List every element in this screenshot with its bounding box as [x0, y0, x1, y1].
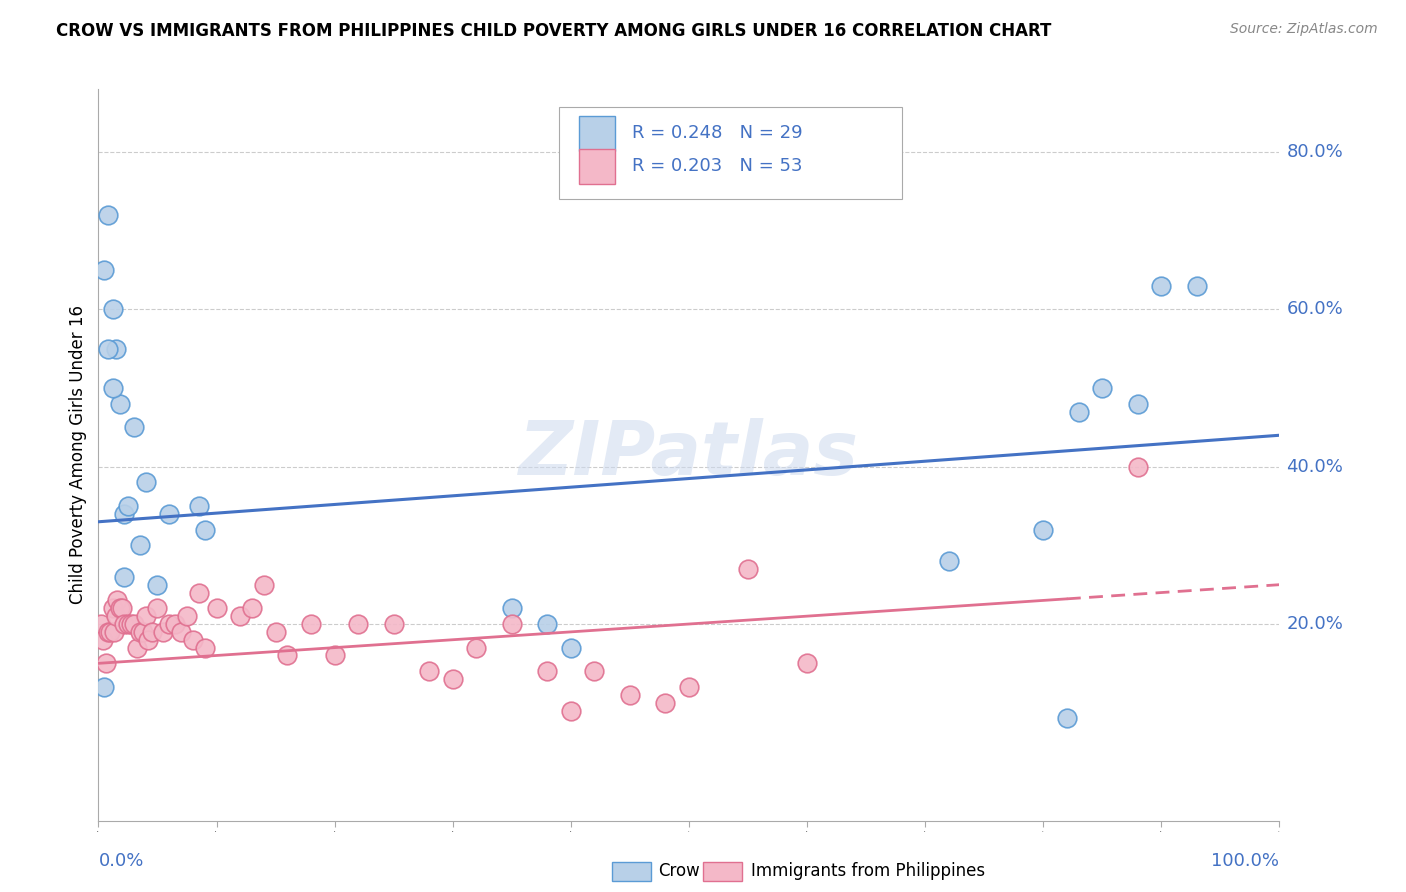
Point [135, 609, 157, 624]
Point [418, 664, 440, 678]
Point [501, 601, 523, 615]
Point [117, 617, 139, 632]
Point [737, 562, 759, 576]
Y-axis label: Child Poverty Among Girls Under 16: Child Poverty Among Girls Under 16 [69, 305, 87, 605]
Text: 0.0%: 0.0% [98, 852, 143, 870]
Point [187, 499, 209, 513]
Point [536, 664, 558, 678]
Point [276, 648, 298, 663]
Text: 60.0%: 60.0% [1286, 301, 1343, 318]
Point [111, 601, 134, 615]
Point [105, 609, 128, 624]
Point [112, 570, 135, 584]
Text: 40.0%: 40.0% [1286, 458, 1343, 475]
Point [122, 420, 145, 434]
Text: 100.0%: 100.0% [1212, 852, 1279, 870]
Point [501, 617, 523, 632]
Point [441, 672, 464, 686]
Point [678, 680, 700, 694]
Point [1150, 278, 1173, 293]
Point [152, 624, 174, 639]
Point [938, 554, 960, 568]
Text: Crow: Crow [658, 863, 700, 880]
Point [1067, 405, 1090, 419]
Text: 20.0%: 20.0% [1286, 615, 1343, 633]
Text: Immigrants from Philippines: Immigrants from Philippines [751, 863, 986, 880]
Point [108, 601, 131, 615]
Point [157, 617, 180, 632]
FancyBboxPatch shape [579, 116, 614, 152]
Point [128, 538, 150, 552]
Point [560, 640, 582, 655]
Point [465, 640, 488, 655]
Point [108, 397, 131, 411]
Point [1185, 278, 1208, 293]
Point [796, 657, 818, 671]
Point [1091, 381, 1114, 395]
Text: Source: ZipAtlas.com: Source: ZipAtlas.com [1230, 22, 1378, 37]
Point [619, 688, 641, 702]
Point [105, 593, 128, 607]
Point [323, 648, 346, 663]
Point [97, 342, 120, 356]
Point [117, 499, 139, 513]
FancyBboxPatch shape [579, 149, 614, 185]
Point [112, 617, 135, 632]
Point [240, 601, 263, 615]
Point [583, 664, 606, 678]
Point [187, 585, 209, 599]
Point [128, 624, 150, 639]
Point [141, 624, 163, 639]
Text: R = 0.203   N = 53: R = 0.203 N = 53 [633, 157, 803, 175]
Point [93, 680, 115, 694]
Point [536, 617, 558, 632]
Point [135, 475, 157, 490]
FancyBboxPatch shape [560, 108, 901, 199]
Text: 80.0%: 80.0% [1286, 143, 1343, 161]
Point [194, 640, 217, 655]
Point [122, 617, 145, 632]
Point [299, 617, 322, 632]
Point [90, 617, 112, 632]
Point [560, 704, 582, 718]
Point [382, 617, 405, 632]
Point [157, 507, 180, 521]
Point [101, 381, 124, 395]
Point [181, 632, 204, 647]
Text: ZIPatlas: ZIPatlas [519, 418, 859, 491]
Point [97, 208, 120, 222]
Point [121, 617, 143, 632]
Point [146, 577, 169, 591]
Point [1126, 397, 1149, 411]
Point [1056, 711, 1078, 725]
Point [101, 601, 124, 615]
Point [165, 617, 187, 632]
Point [101, 302, 124, 317]
Point [146, 601, 169, 615]
Point [229, 609, 252, 624]
Point [105, 342, 128, 356]
Point [94, 657, 117, 671]
Point [127, 640, 149, 655]
Point [103, 624, 125, 639]
Point [1126, 459, 1149, 474]
Point [253, 577, 276, 591]
Point [654, 696, 676, 710]
Point [91, 632, 114, 647]
Point [194, 523, 217, 537]
Point [112, 507, 135, 521]
Point [264, 624, 287, 639]
Point [136, 632, 159, 647]
Point [98, 624, 121, 639]
Point [132, 624, 155, 639]
Point [176, 609, 198, 624]
Point [93, 263, 115, 277]
Text: CROW VS IMMIGRANTS FROM PHILIPPINES CHILD POVERTY AMONG GIRLS UNDER 16 CORRELATI: CROW VS IMMIGRANTS FROM PHILIPPINES CHIL… [56, 22, 1052, 40]
Point [1032, 523, 1054, 537]
Point [347, 617, 370, 632]
Text: R = 0.248   N = 29: R = 0.248 N = 29 [633, 124, 803, 142]
Point [97, 624, 120, 639]
Point [170, 624, 193, 639]
Point [205, 601, 228, 615]
